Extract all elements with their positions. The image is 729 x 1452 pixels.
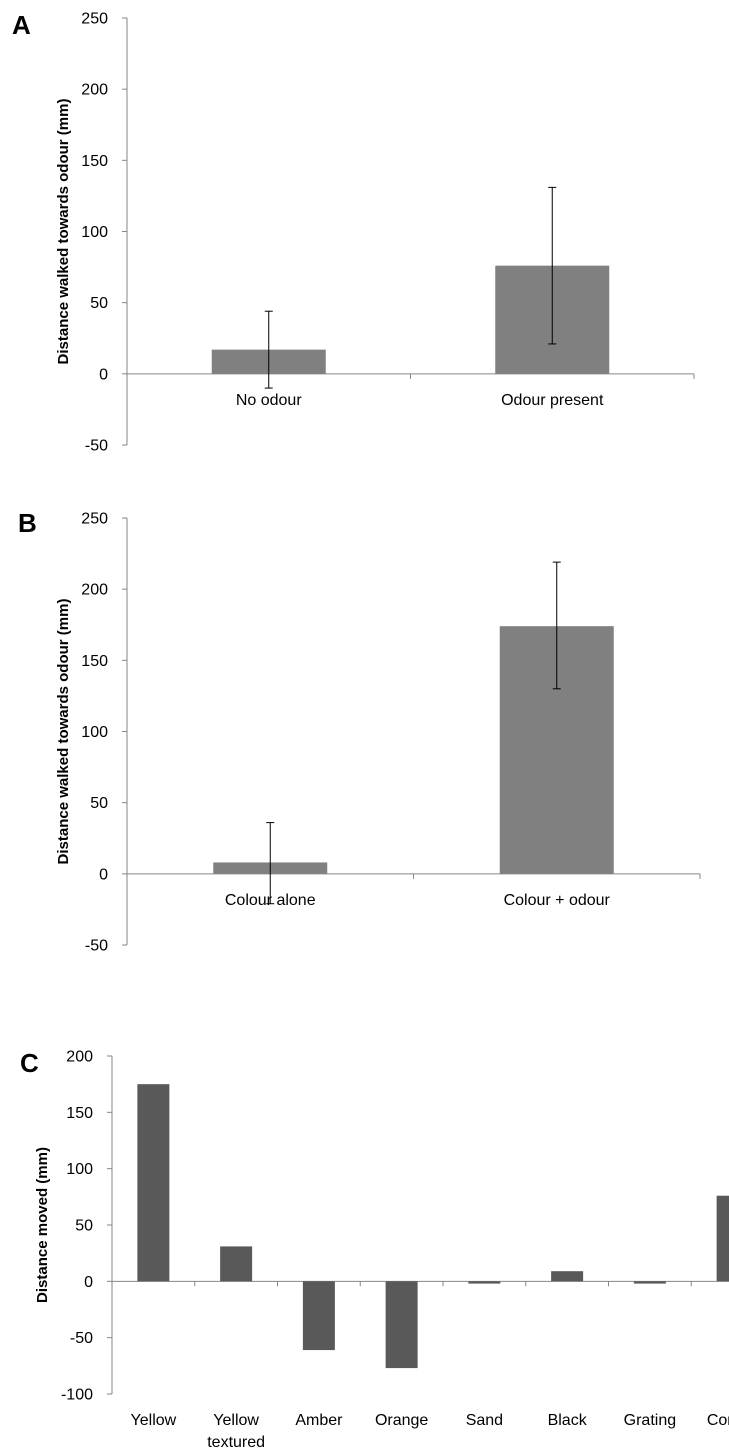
category-label: Odour present bbox=[501, 392, 604, 409]
panel-letter: C bbox=[20, 1048, 39, 1078]
y-tick-label: 200 bbox=[81, 582, 108, 599]
category-label: Orange bbox=[375, 1412, 428, 1429]
category-label: Colour + odour bbox=[504, 892, 611, 909]
y-tick-label: 100 bbox=[81, 724, 108, 741]
category-label: No odour bbox=[236, 392, 302, 409]
category-label: textured bbox=[207, 1434, 265, 1451]
y-tick-label: 200 bbox=[66, 1049, 93, 1066]
bar bbox=[385, 1281, 418, 1369]
bar bbox=[302, 1281, 335, 1351]
y-tick-label: 150 bbox=[81, 153, 108, 170]
panel-letter: B bbox=[18, 508, 37, 538]
y-tick-label: 0 bbox=[84, 1274, 93, 1291]
y-axis-label: Distance walked towards odour (mm) bbox=[55, 99, 72, 365]
y-tick-label: 150 bbox=[81, 653, 108, 670]
y-tick-label: 50 bbox=[90, 295, 108, 312]
y-tick-label: 250 bbox=[81, 11, 108, 28]
y-tick-label: 150 bbox=[66, 1105, 93, 1122]
chart-panel-b: B -50 0 50 100 150 200 250 Colour alone Colour + … bbox=[18, 508, 701, 955]
y-tick-label: 50 bbox=[75, 1218, 93, 1235]
panel-letter: A bbox=[12, 10, 31, 40]
y-tick-label: 200 bbox=[81, 82, 108, 99]
chart-panel-c: C -100 -50 0 50 100 150 200 Yellow Yellow textured… bbox=[20, 1048, 729, 1451]
y-tick-label: -50 bbox=[85, 938, 108, 955]
category-label: Amber bbox=[295, 1412, 343, 1429]
category-label: Sand bbox=[466, 1412, 503, 1429]
category-label: Grating bbox=[624, 1412, 676, 1429]
y-tick-label: 0 bbox=[99, 366, 108, 383]
bar bbox=[220, 1246, 253, 1282]
y-axis-label: Distance moved (mm) bbox=[34, 1147, 51, 1303]
y-axis-label: Distance walked towards odour (mm) bbox=[55, 599, 72, 865]
chart-panel-a: A -50 0 50 100 150 200 250 No odour Odour present… bbox=[12, 10, 695, 455]
category-label: Colour alone bbox=[225, 892, 316, 909]
y-tick-label: -50 bbox=[85, 438, 108, 455]
bar bbox=[137, 1084, 170, 1282]
y-tick-label: 250 bbox=[81, 511, 108, 528]
y-tick-label: 100 bbox=[81, 224, 108, 241]
y-tick-label: 100 bbox=[66, 1161, 93, 1178]
bar bbox=[551, 1271, 584, 1282]
y-tick-label: 50 bbox=[90, 795, 108, 812]
bar bbox=[716, 1195, 729, 1282]
category-label: Yellow bbox=[131, 1412, 177, 1429]
category-label: Yellow bbox=[213, 1412, 259, 1429]
bar bbox=[633, 1281, 666, 1284]
y-tick-label: 0 bbox=[99, 866, 108, 883]
bar bbox=[468, 1281, 501, 1284]
y-tick-label: -50 bbox=[70, 1330, 93, 1347]
category-label: Control bbox=[707, 1412, 729, 1429]
y-tick-label: -100 bbox=[61, 1387, 93, 1404]
category-label: Black bbox=[548, 1412, 588, 1429]
